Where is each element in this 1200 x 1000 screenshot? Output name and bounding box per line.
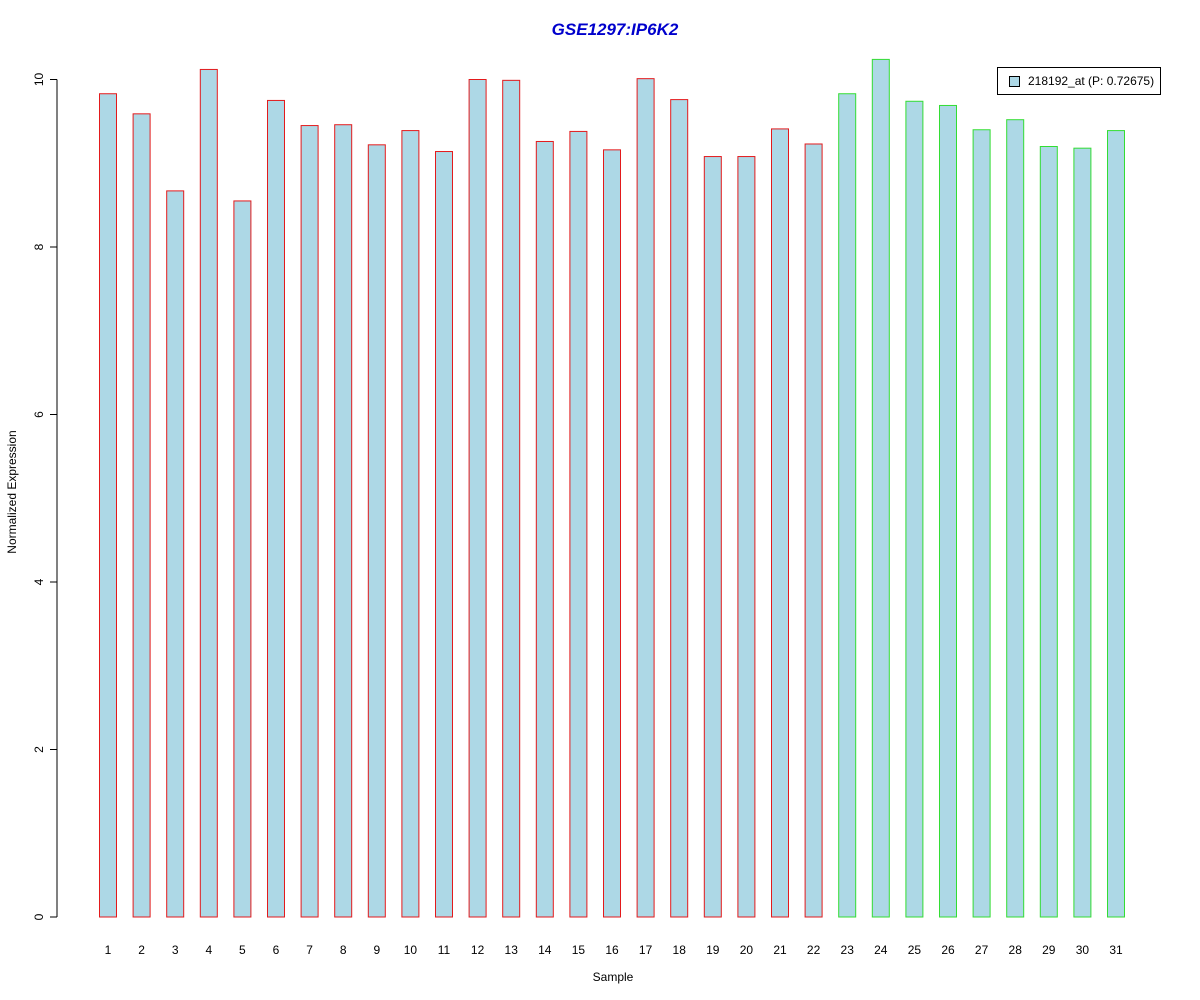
y-tick-label-2: 2 — [32, 746, 46, 753]
x-tick-label-26: 26 — [941, 943, 955, 957]
bar-21 — [771, 128, 789, 918]
bar-3 — [166, 190, 185, 918]
x-tick-label-18: 18 — [673, 943, 687, 957]
bar-10 — [401, 130, 420, 918]
bar-4 — [199, 68, 218, 918]
bar-28 — [1006, 119, 1025, 918]
x-tick-label-14: 14 — [538, 943, 552, 957]
bar-22 — [804, 143, 823, 918]
x-tick-label-21: 21 — [773, 943, 787, 957]
bar-6 — [267, 99, 285, 918]
y-tick-label-10: 10 — [32, 73, 46, 87]
x-tick-label-24: 24 — [874, 943, 888, 957]
bar-27 — [972, 129, 991, 918]
bar-23 — [838, 93, 857, 918]
x-tick-label-22: 22 — [807, 943, 821, 957]
legend-swatch — [1009, 75, 1020, 87]
x-tick-label-7: 7 — [306, 943, 313, 957]
bar-19 — [703, 156, 722, 918]
x-tick-label-6: 6 — [273, 943, 280, 957]
x-axis-label: Sample — [592, 970, 634, 984]
bar-14 — [535, 140, 554, 918]
bar-25 — [905, 100, 924, 918]
x-tick-label-9: 9 — [373, 943, 380, 957]
bar-8 — [334, 124, 353, 918]
x-tick-label-2: 2 — [138, 943, 145, 957]
x-tick-label-5: 5 — [239, 943, 246, 957]
bar-26 — [939, 104, 957, 918]
y-tick-label-4: 4 — [32, 578, 46, 585]
x-tick-label-12: 12 — [471, 943, 485, 957]
x-tick-label-4: 4 — [205, 943, 212, 957]
x-tick-label-13: 13 — [505, 943, 519, 957]
y-tick-label-0: 0 — [32, 913, 46, 920]
x-tick-label-28: 28 — [1009, 943, 1023, 957]
x-tick-label-20: 20 — [740, 943, 754, 957]
legend: 218192_at (P: 0.72675) — [997, 67, 1161, 95]
y-tick-label-6: 6 — [32, 411, 46, 418]
x-tick-label-8: 8 — [340, 943, 347, 957]
bar-5 — [233, 200, 252, 918]
bar-13 — [502, 79, 521, 918]
bar-31 — [1107, 130, 1125, 918]
bar-11 — [435, 151, 453, 918]
bar-18 — [670, 99, 689, 918]
chart-title: GSE1297:IP6K2 — [551, 20, 679, 39]
x-tick-label-3: 3 — [172, 943, 179, 957]
bar-9 — [367, 144, 386, 918]
y-tick-label-8: 8 — [32, 243, 46, 250]
x-tick-label-27: 27 — [975, 943, 989, 957]
x-tick-label-16: 16 — [605, 943, 619, 957]
bar-24 — [871, 58, 890, 918]
bar-2 — [132, 113, 151, 918]
bar-16 — [603, 149, 621, 918]
x-tick-label-23: 23 — [841, 943, 855, 957]
x-tick-label-25: 25 — [908, 943, 922, 957]
x-tick-label-1: 1 — [105, 943, 112, 957]
x-tick-label-17: 17 — [639, 943, 653, 957]
bar-7 — [300, 125, 319, 918]
bar-30 — [1073, 147, 1092, 918]
x-tick-label-19: 19 — [706, 943, 720, 957]
legend-label: 218192_at (P: 0.72675) — [1028, 74, 1155, 88]
bar-1 — [99, 93, 117, 918]
x-tick-label-29: 29 — [1042, 943, 1056, 957]
bar-20 — [737, 156, 756, 918]
bar-12 — [468, 79, 487, 918]
bar-29 — [1039, 146, 1058, 918]
x-tick-label-31: 31 — [1109, 943, 1123, 957]
x-tick-label-15: 15 — [572, 943, 586, 957]
x-tick-label-11: 11 — [438, 943, 451, 957]
bar-17 — [636, 78, 655, 918]
x-tick-label-30: 30 — [1076, 943, 1090, 957]
x-tick-label-10: 10 — [404, 943, 418, 957]
bar-15 — [569, 130, 588, 918]
